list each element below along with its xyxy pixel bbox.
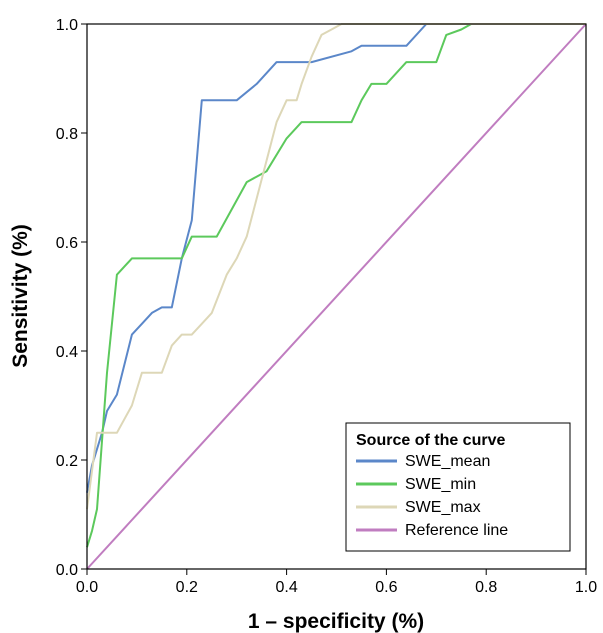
- legend-title: Source of the curve: [356, 432, 505, 449]
- series-line-swe-max: [86, 23, 586, 510]
- x-axis-title: 1 – specificity (%): [248, 610, 424, 633]
- y-tick-label: 0.2: [56, 453, 78, 470]
- x-axis-ticks: 0.0 0.2 0.4 0.6 0.8 1.0: [76, 569, 597, 596]
- series-line-swe-mean: [86, 23, 586, 493]
- y-tick-label: 0.8: [56, 126, 78, 143]
- x-tick-label: 0.8: [475, 579, 497, 596]
- x-tick-label: 0.2: [176, 579, 198, 596]
- y-tick-label: 0.0: [56, 562, 78, 579]
- x-tick-label: 0.4: [275, 579, 297, 596]
- legend-label-swe-max: SWE_max: [405, 499, 481, 516]
- x-tick-label: 0.0: [76, 579, 98, 596]
- x-tick-label: 0.6: [375, 579, 397, 596]
- plot-frame: [86, 23, 587, 570]
- y-tick-label: 1.0: [56, 17, 78, 34]
- legend-label-reference-line: Reference line: [405, 522, 508, 539]
- series-line-swe-min: [86, 23, 586, 548]
- legend-label-swe-min: SWE_min: [405, 476, 476, 493]
- series-line-reference-line: [86, 23, 587, 570]
- legend-items: SWE_mean SWE_min SWE_max Reference line: [356, 453, 508, 539]
- legend-label-swe-mean: SWE_mean: [405, 453, 490, 470]
- y-tick-label: 0.4: [56, 344, 78, 361]
- y-tick-label: 0.6: [56, 235, 78, 252]
- series-lines: [86, 23, 587, 570]
- legend: Source of the curve SWE_meanSWE_minSWE_m…: [345, 422, 571, 552]
- x-tick-label: 1.0: [575, 579, 597, 596]
- y-axis-ticks: 0.0 0.2 0.4 0.6 0.8 1.0: [56, 17, 87, 579]
- y-axis-title: Sensitivity (%): [9, 224, 32, 368]
